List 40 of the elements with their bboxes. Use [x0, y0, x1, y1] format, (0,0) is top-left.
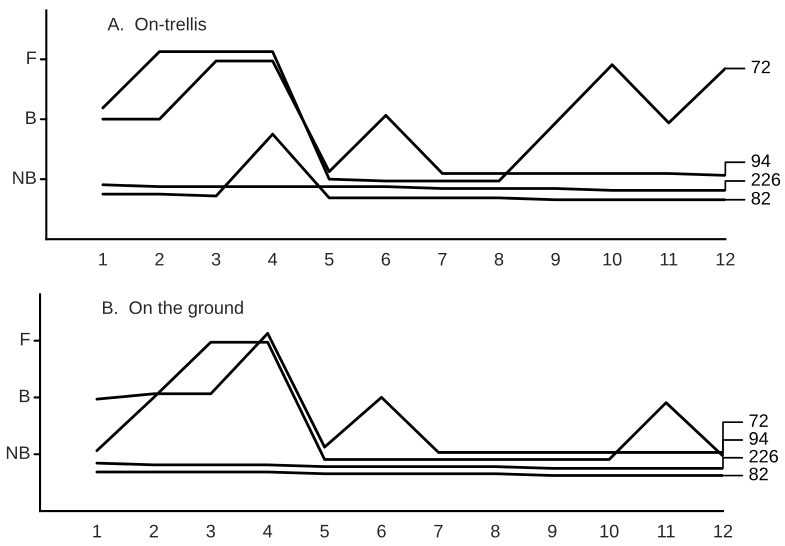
x-tick-label: 7 — [438, 253, 447, 266]
legend-label: 82 — [752, 192, 770, 205]
x-tick-label: 2 — [155, 252, 164, 266]
x-tick-label: 3 — [212, 252, 220, 266]
x-tick-label: 1 — [99, 253, 108, 266]
x-tick-label: 11 — [660, 253, 678, 266]
x-tick-label: 4 — [268, 253, 278, 266]
x-tick-label: 9 — [548, 524, 556, 538]
legend-label: 94 — [752, 154, 770, 168]
legend-label: 226 — [750, 450, 778, 463]
chart-title: B. On the ground — [102, 300, 243, 318]
x-tick-label: 10 — [600, 524, 618, 538]
x-tick-label: 12 — [716, 252, 734, 266]
chart-title: A. On-trellis — [107, 17, 206, 30]
text: 72 — [750, 414, 768, 427]
text: NB — [13, 171, 36, 184]
x-tick-label: 9 — [551, 252, 560, 266]
x-tick-label: 5 — [324, 253, 334, 266]
x-tick-label: 11 — [658, 524, 675, 538]
x-tick-label: 4 — [263, 524, 272, 538]
x-tick-label: 1 — [93, 524, 102, 538]
x-tick-label: 6 — [377, 524, 386, 538]
x-tick-label: 7 — [434, 524, 443, 538]
legend-label: 94 — [749, 432, 768, 445]
x-tick-label: 3 — [206, 524, 215, 538]
x-tick-label: 2 — [150, 524, 158, 538]
x-tick-label: 6 — [382, 252, 390, 266]
text: F — [27, 52, 36, 64]
text: NB — [6, 446, 30, 459]
x-tick-label: 8 — [494, 252, 504, 266]
text: F — [20, 332, 30, 346]
legend-label: 82 — [749, 468, 768, 480]
x-tick-label: 10 — [604, 252, 622, 266]
x-tick-label: 8 — [491, 524, 500, 538]
text: B — [26, 112, 36, 124]
x-tick-label: 12 — [714, 524, 732, 538]
text: B — [20, 390, 30, 402]
legend-label: 226 — [752, 173, 780, 186]
x-tick-label: 5 — [320, 524, 329, 538]
legend-label: 72 — [752, 60, 770, 74]
